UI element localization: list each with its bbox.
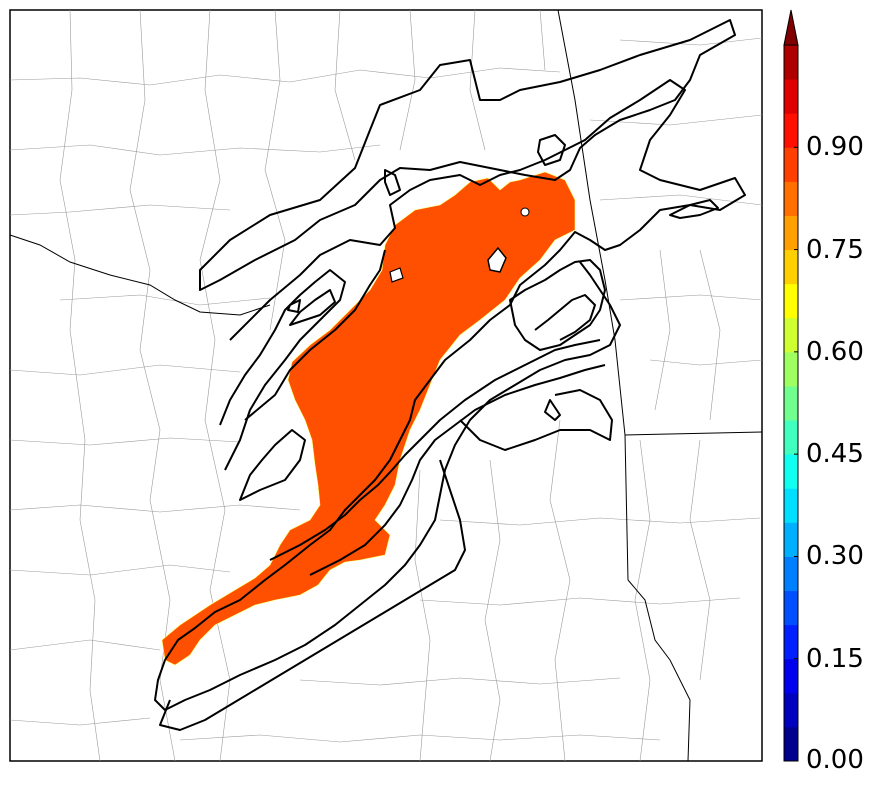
- colorbar-segment: [784, 113, 798, 148]
- colorbar-label: 0.60: [806, 336, 864, 367]
- colorbar-segment: [784, 590, 798, 626]
- colorbar-segment: [784, 147, 798, 182]
- probability-fill-region: [161, 171, 576, 666]
- fill-hole: [389, 267, 404, 283]
- colorbar-segment: [784, 488, 798, 523]
- fill-hole: [520, 207, 530, 217]
- colorbar-segment: [784, 215, 798, 251]
- fill-hole: [487, 246, 507, 273]
- colorbar-segment: [784, 692, 798, 728]
- colorbar-label: 0.15: [806, 643, 864, 674]
- colorbar-label: 0.30: [806, 541, 864, 572]
- ensemble-contours: [154, 19, 746, 731]
- colorbar-segment: [784, 351, 798, 387]
- colorbar-outline: [783, 44, 799, 762]
- county-lines: [9, 9, 763, 762]
- colorbar-segment: [784, 317, 798, 353]
- colorbar-segments: [784, 45, 798, 762]
- state-boundaries: [9, 9, 763, 762]
- colorbar-segment: [784, 45, 798, 80]
- colorbar-segment: [784, 658, 798, 694]
- colorbar-ticks: [794, 146, 798, 762]
- colorbar-segment: [784, 556, 798, 592]
- colorbar-segment: [784, 522, 798, 557]
- colorbar-extend-arrow: [783, 9, 799, 46]
- colorbar: [783, 9, 799, 762]
- colorbar-segment: [784, 454, 798, 489]
- colorbar-segment: [784, 249, 798, 285]
- colorbar-segment: [784, 726, 798, 762]
- colorbar-label: 0.00: [806, 745, 864, 775]
- colorbar-label: 0.45: [806, 439, 864, 470]
- colorbar-segment: [784, 79, 798, 114]
- colorbar-segment: [784, 283, 798, 319]
- colorbar-segment: [784, 385, 798, 421]
- colorbar-segment: [784, 624, 798, 660]
- colorbar-segment: [784, 420, 798, 455]
- colorbar-segment: [784, 181, 798, 216]
- colorbar-label: 0.90: [806, 132, 864, 163]
- colorbar-label: 0.75: [806, 234, 864, 265]
